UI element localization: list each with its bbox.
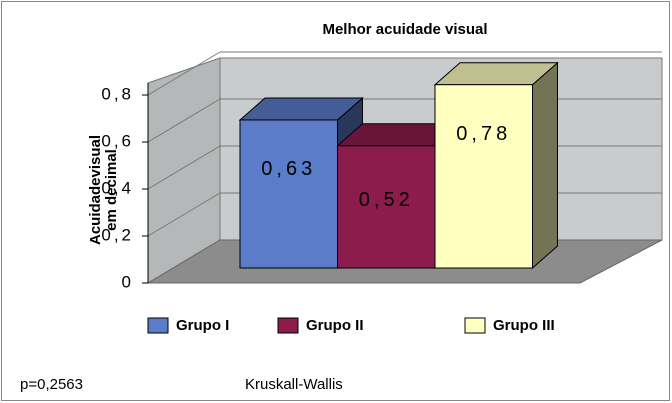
legend-label: Grupo II bbox=[306, 317, 364, 334]
chart-title: Melhor acuidade visual bbox=[322, 21, 487, 38]
annotation: p=0,2563 bbox=[20, 376, 83, 393]
y-axis-label: Acuidadevisual bbox=[87, 135, 104, 245]
y-tick-label: 0 bbox=[122, 272, 134, 291]
y-tick-label: 0,2 bbox=[101, 225, 134, 244]
bar bbox=[239, 119, 338, 269]
grid-line bbox=[147, 98, 221, 143]
legend-swatch bbox=[464, 317, 486, 334]
bar bbox=[434, 84, 533, 269]
data-label: 0,63 bbox=[261, 158, 316, 180]
annotation: Kruskall-Wallis bbox=[245, 376, 343, 393]
grid-line bbox=[147, 145, 221, 190]
legend-label: Grupo I bbox=[176, 317, 229, 334]
bar bbox=[337, 145, 436, 269]
data-label: 0,52 bbox=[359, 189, 414, 211]
grid-line bbox=[147, 51, 221, 96]
y-tick-label: 0,4 bbox=[101, 178, 134, 197]
legend-swatch bbox=[147, 317, 169, 334]
legend-swatch bbox=[277, 317, 299, 334]
y-axis-label: em decimal bbox=[103, 149, 120, 231]
data-label: 0,78 bbox=[456, 123, 511, 145]
bar-side bbox=[532, 61, 558, 270]
y-tick-label: 0,6 bbox=[101, 131, 134, 150]
y-tick-label: 0,8 bbox=[101, 84, 134, 103]
grid-line bbox=[147, 192, 221, 237]
legend-label: Grupo III bbox=[493, 317, 555, 334]
